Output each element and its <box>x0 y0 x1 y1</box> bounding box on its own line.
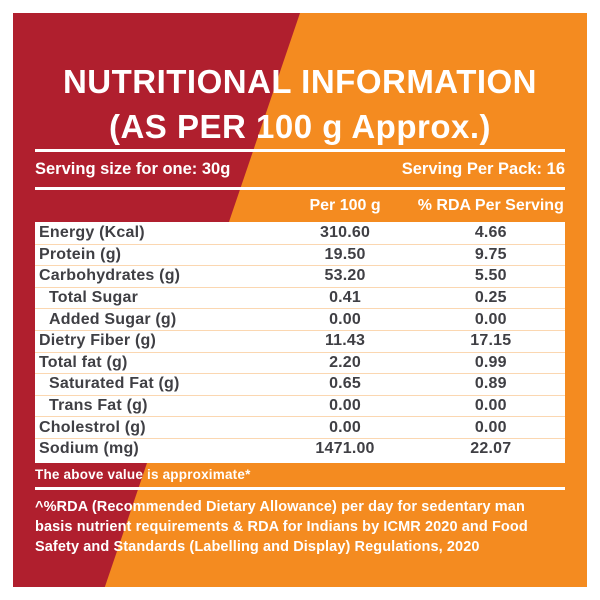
title-line2: (AS PER 100 g Approx.) <box>108 108 491 145</box>
table-row: Sodium (mg) 1471.00 22.07 <box>35 437 565 460</box>
per-100g-value: 53.20 <box>324 267 366 285</box>
divider <box>35 187 565 190</box>
table-row: Total fat (g) 2.20 0.99 <box>35 351 565 374</box>
rda-per-serving-value: 0.00 <box>474 418 507 436</box>
table-row: Dietry Fiber (g) 11.43 17.15 <box>35 329 565 352</box>
rda-per-serving-header: % RDA Per Serving <box>417 197 564 214</box>
serving-size-label: Serving size for one: 30g <box>35 160 231 178</box>
rda-per-serving-value: 22.07 <box>470 440 512 458</box>
rda-per-serving-value: 9.75 <box>474 245 507 263</box>
nutrient-name: Protein (g) <box>39 245 122 263</box>
table-row: Total Sugar 0.41 0.25 <box>35 286 565 309</box>
label-content: NUTRITIONAL INFORMATION (AS PER 100 g Ap… <box>13 59 587 587</box>
rda-per-serving-value: 0.00 <box>474 310 507 328</box>
rda-per-serving-value: 0.00 <box>474 397 507 415</box>
per-100g-value: 0.00 <box>329 310 362 328</box>
rda-per-serving-value: 4.66 <box>474 223 507 241</box>
divider <box>35 149 565 152</box>
per-100g-value: 0.00 <box>329 397 362 415</box>
nutrient-name: Energy (Kcal) <box>39 223 145 241</box>
nutrient-name: Trans Fat (g) <box>49 397 148 415</box>
rda-per-serving-value: 17.15 <box>470 332 512 350</box>
table-header-row: Per 100 g % RDA Per Serving <box>35 190 565 222</box>
rda-per-serving-value: 5.50 <box>474 267 507 285</box>
rda-per-serving-value: 0.99 <box>474 353 507 371</box>
per-100g-value: 0.65 <box>329 375 362 393</box>
rda-per-serving-value: 0.89 <box>474 375 507 393</box>
divider <box>35 486 565 490</box>
per-100g-value: 0.41 <box>329 289 362 307</box>
rda-definition-footnote: ^%RDA (Recommended Dietary Allowance) pe… <box>35 498 528 555</box>
table-row: Protein (g) 19.50 9.75 <box>35 243 565 266</box>
nutrition-rows: Energy (Kcal) 310.60 4.66 Protein (g) 19.50 9… <box>35 222 565 460</box>
per-100g-value: 0.00 <box>329 418 362 436</box>
serving-info-row: Serving size for one: 30g Serving Per Pa… <box>35 156 565 183</box>
per-100g-header: Per 100 g <box>309 197 381 214</box>
table-row: Saturated Fat (g) 0.65 0.89 <box>35 373 565 395</box>
serving-per-pack-label: Serving Per Pack: 16 <box>401 160 565 178</box>
label-title: NUTRITIONAL INFORMATION (AS PER 100 g Ap… <box>35 59 565 149</box>
table-row: Added Sugar (g) 0.00 0.00 <box>35 308 565 330</box>
nutrient-name: Cholestrol (g) <box>39 418 146 436</box>
nutrient-name: Added Sugar (g) <box>49 310 177 328</box>
table-row: Carbohydrates (g) 53.20 5.50 <box>35 265 565 287</box>
nutrient-name: Total fat (g) <box>39 353 128 371</box>
per-100g-value: 310.60 <box>319 223 371 241</box>
nutrient-name: Total Sugar <box>49 289 139 307</box>
divider <box>35 459 565 463</box>
title-line1: NUTRITIONAL INFORMATION <box>62 63 538 100</box>
approximate-value-note: The above value is approximate* <box>35 467 251 483</box>
per-100g-value: 1471.00 <box>315 440 375 458</box>
per-100g-value: 11.43 <box>324 332 366 350</box>
nutrient-name: Dietry Fiber (g) <box>39 332 156 350</box>
nutrient-name: Sodium (mg) <box>39 440 139 458</box>
table-row: Cholestrol (g) 0.00 0.00 <box>35 416 565 438</box>
nutrient-name: Carbohydrates (g) <box>39 267 181 285</box>
rda-per-serving-value: 0.25 <box>474 289 507 307</box>
nutrition-label-card: NUTRITIONAL INFORMATION (AS PER 100 g Ap… <box>13 13 587 587</box>
table-row: Energy (Kcal) 310.60 4.66 <box>35 222 565 244</box>
per-100g-value: 2.20 <box>329 353 362 371</box>
table-row: Trans Fat (g) 0.00 0.00 <box>35 394 565 417</box>
per-100g-value: 19.50 <box>324 245 366 263</box>
nutrient-name: Saturated Fat (g) <box>49 375 180 393</box>
